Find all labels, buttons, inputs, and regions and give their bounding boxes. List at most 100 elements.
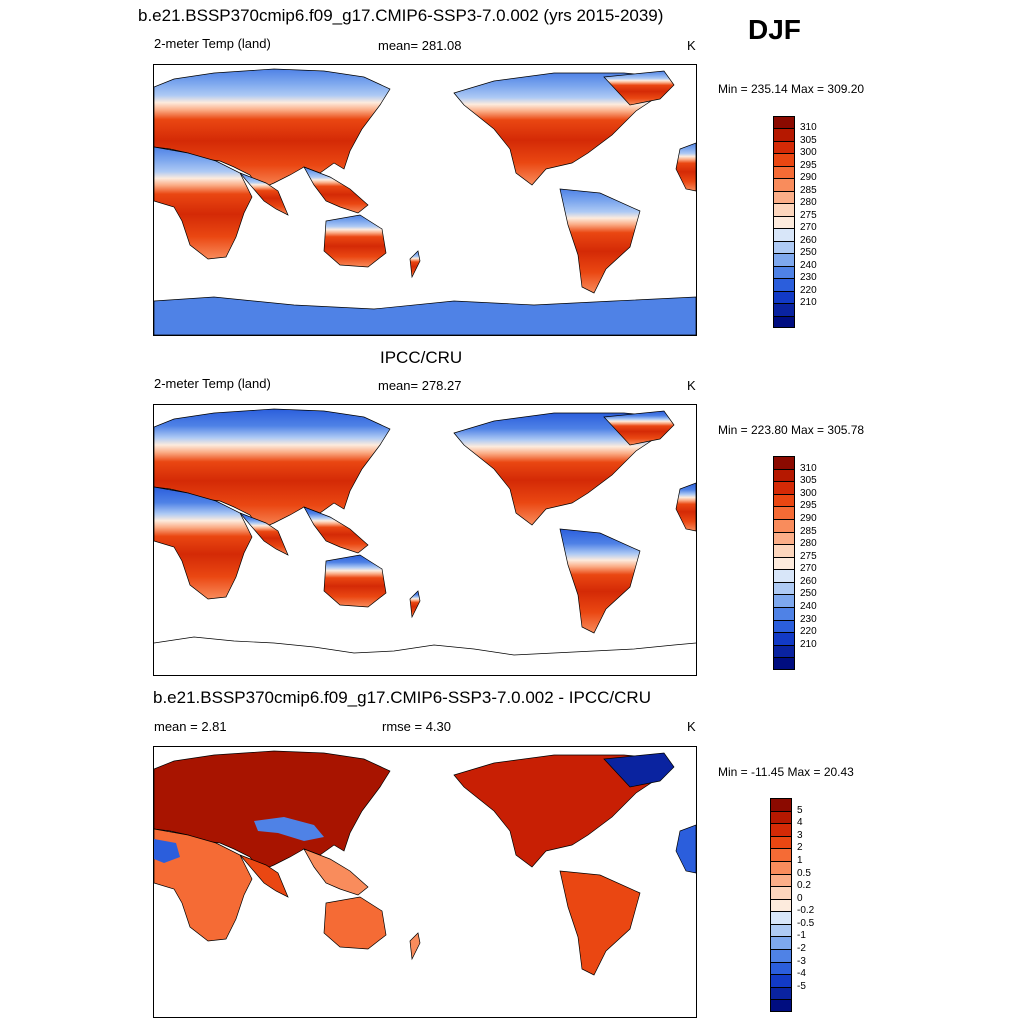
- australia-landmass: [323, 896, 387, 950]
- colorbar-tick-label: 305: [800, 134, 817, 146]
- colorbar-tick-label: 270: [800, 563, 817, 575]
- colorbar-swatch: [770, 810, 792, 824]
- panel-model-title: b.e21.BSSP370cmip6.f09_g17.CMIP6-SSP3-7.…: [138, 6, 664, 25]
- colorbar-tick-label: 295: [800, 500, 817, 512]
- colorbar-tick-label: 285: [800, 184, 817, 196]
- colorbar-temp-1: 310 305 300 295 290 285 280 275 270 260 250 240 230 2…: [773, 116, 833, 329]
- colorbar-swatch: [773, 253, 795, 267]
- colorbar-tick-label: 230: [800, 272, 817, 284]
- colorbar-tick-label: 250: [800, 247, 817, 259]
- colorbar-swatch: [773, 240, 795, 254]
- colorbar-tick-label: 280: [800, 538, 817, 550]
- colorbar-tick-label: 285: [800, 525, 817, 537]
- colorbar-swatch: [773, 290, 795, 304]
- panel-model-mean-label: mean= 281.08: [378, 38, 462, 53]
- colorbar-tick-label: -4: [797, 968, 806, 980]
- panel-obs-title: IPCC/CRU: [380, 348, 463, 367]
- colorbar-tick-label: 300: [800, 487, 817, 499]
- season-label: DJF: [748, 14, 801, 45]
- colorbar-tick-label: 310: [800, 462, 817, 474]
- antarctica-outline: [154, 636, 696, 656]
- colorbar-swatch: [773, 278, 795, 292]
- colorbar-tick-label: 0: [797, 892, 803, 904]
- colorbar-swatch: [770, 886, 792, 900]
- colorbar-tick-label: 2: [797, 842, 803, 854]
- new-zealand-landmass: [409, 250, 421, 279]
- colorbar-swatch: [773, 594, 795, 608]
- australia-landmass: [323, 214, 387, 268]
- greenland-landmass: [603, 410, 675, 446]
- colorbar-tick-label: -3: [797, 955, 806, 967]
- colorbar-tick-label: 220: [800, 626, 817, 638]
- panel-model-minmax: Min = 235.14 Max = 309.20: [718, 82, 865, 96]
- colorbar-swatch: [770, 798, 792, 812]
- colorbar-swatch: [770, 923, 792, 937]
- colorbar-swatch: [770, 986, 792, 1000]
- colorbar-tick-label: 220: [800, 284, 817, 296]
- colorbar-swatch: [770, 911, 792, 925]
- colorbar-tick-label: -2: [797, 943, 806, 955]
- colorbar-tick-label: -0.2: [797, 905, 815, 917]
- panel-obs-variable-label: 2-meter Temp (land): [154, 376, 271, 391]
- colorbar-tick-label: 3: [797, 829, 803, 841]
- panel-diff-unit-label: K: [687, 719, 696, 734]
- colorbar-tick-label: 240: [800, 259, 817, 271]
- colorbar-tick-label: 275: [800, 550, 817, 562]
- colorbar-tick-label: 210: [800, 638, 817, 650]
- australia-landmass: [323, 554, 387, 608]
- colorbar-tick-label: 4: [797, 817, 803, 829]
- colorbar-swatch: [773, 581, 795, 595]
- africa-landmass: [154, 146, 253, 260]
- west-africa-edge-landmass: [675, 824, 696, 874]
- colorbar-swatch: [773, 556, 795, 570]
- panel-diff-minmax: Min = -11.45 Max = 20.43: [718, 765, 854, 779]
- colorbar-swatch: [770, 949, 792, 963]
- south-america-landmass: [559, 870, 641, 976]
- colorbar-swatch: [773, 315, 795, 329]
- colorbar-swatch: [773, 140, 795, 154]
- colorbar-swatch: [773, 215, 795, 229]
- south-america-landmass: [559, 528, 641, 634]
- colorbar-swatch: [773, 165, 795, 179]
- panel-obs-mean-label: mean= 278.27: [378, 378, 462, 393]
- panel-model-variable-label: 2-meter Temp (land): [154, 36, 271, 51]
- colorbar-swatch: [770, 999, 792, 1013]
- colorbar-tick-label: 0.2: [797, 880, 811, 892]
- colorbar-swatch: [773, 203, 795, 217]
- colorbar-swatch: [773, 153, 795, 167]
- colorbar-diff: 5 4 3 2 1 0.5 0.2 0 -0.2 -0.5 -1 -2 -3 -4 -5: [770, 798, 830, 1013]
- panel-diff-rmse-label: rmse = 4.30: [382, 719, 452, 734]
- colorbar-swatch: [770, 961, 792, 975]
- colorbar-tick-label: 280: [800, 197, 817, 209]
- himalaya-cold-band: [254, 817, 324, 841]
- colorbar-tick-label: -1: [797, 930, 806, 942]
- colorbar-swatch: [773, 468, 795, 482]
- colorbar-tick-label: 260: [800, 234, 817, 246]
- colorbar-tick-label: 0.5: [797, 867, 811, 879]
- colorbar-swatch: [773, 607, 795, 621]
- colorbar-tick-label: 295: [800, 159, 817, 171]
- colorbar-swatch: [773, 228, 795, 242]
- colorbar-swatch: [773, 569, 795, 583]
- colorbar-tick-label: 270: [800, 222, 817, 234]
- colorbar-tick-label: 300: [800, 147, 817, 159]
- colorbar-tick-label: 210: [800, 297, 817, 309]
- colorbar-tick-label: -5: [797, 980, 806, 992]
- continents: [154, 408, 696, 634]
- continents: [154, 68, 696, 335]
- africa-landmass: [154, 486, 253, 600]
- colorbar-swatch: [770, 860, 792, 875]
- colorbar-swatch: [773, 190, 795, 204]
- colorbar-swatch: [770, 936, 792, 950]
- southeast-asia-landmass: [303, 166, 369, 214]
- arabia-india-landmass: [239, 172, 289, 216]
- colorbar-swatch: [773, 456, 795, 470]
- colorbar-swatch: [773, 303, 795, 317]
- colorbar-swatch: [773, 506, 795, 520]
- north-america-landmass: [453, 72, 667, 186]
- colorbar-tick-label: 260: [800, 575, 817, 587]
- antarctica-landmass: [154, 296, 696, 335]
- colorbar-swatch: [770, 848, 792, 862]
- colorbar-swatch: [770, 974, 792, 988]
- colorbar-swatch: [773, 644, 795, 658]
